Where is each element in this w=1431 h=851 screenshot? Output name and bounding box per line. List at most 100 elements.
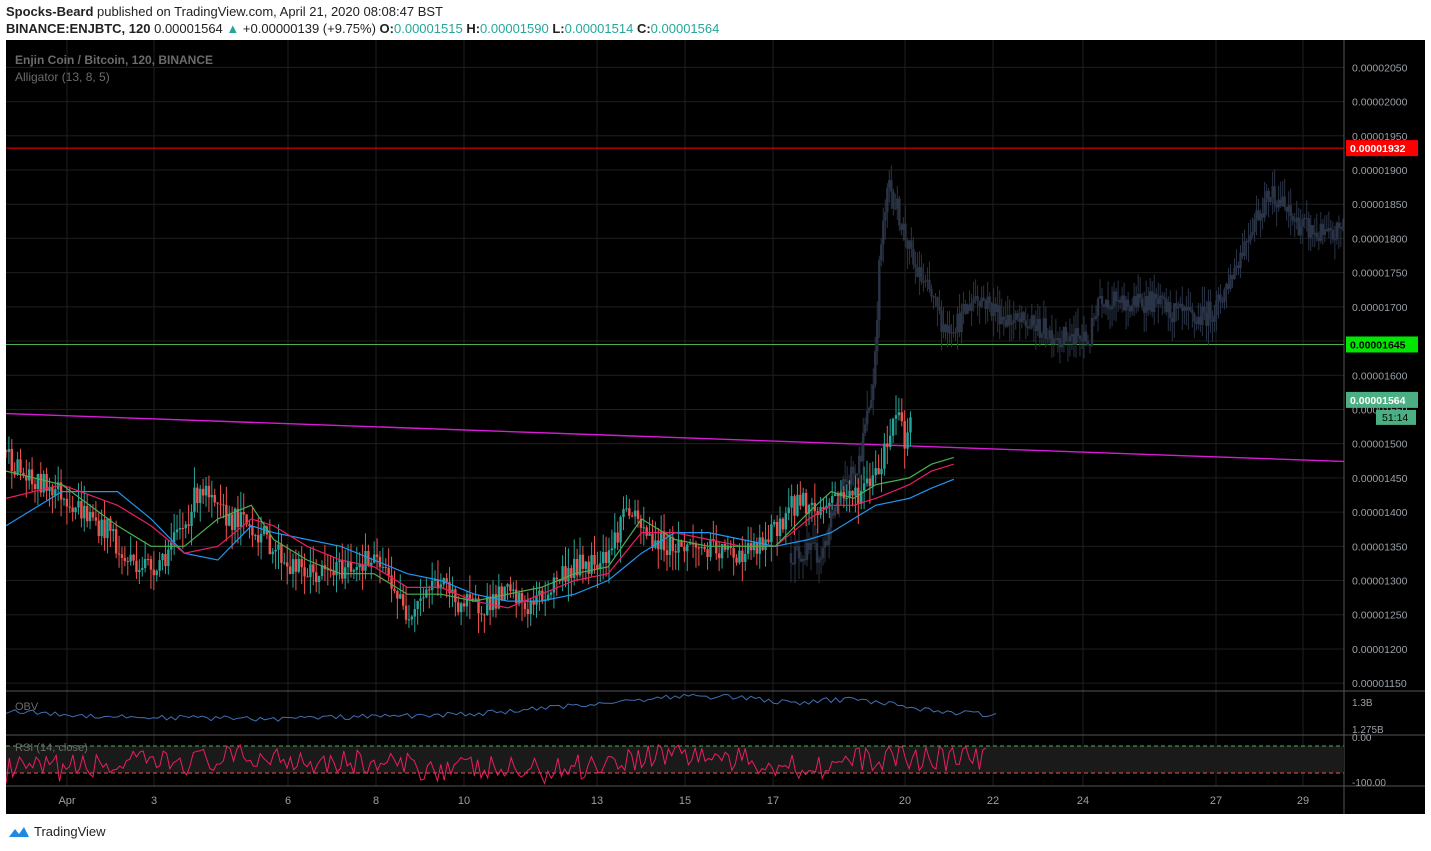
candle-body <box>878 260 881 320</box>
candle-body <box>393 588 396 591</box>
candle-body <box>257 535 260 543</box>
candle-body <box>845 480 849 482</box>
candle-body <box>1163 297 1166 300</box>
price-chart[interactable]: 0.00002050 0.00002000 0.00001950 0.00001900… <box>6 40 1425 814</box>
candle-body <box>694 543 698 548</box>
candle-body <box>291 559 295 574</box>
candle-body <box>164 554 167 567</box>
candle-body <box>268 534 272 555</box>
candle-body <box>520 593 524 603</box>
price-tick-label: 0.00001400 <box>1352 507 1408 519</box>
candle-body <box>835 502 839 507</box>
candle-body <box>193 487 196 512</box>
candle-body <box>880 244 883 261</box>
candle-body <box>738 550 741 563</box>
candle-body <box>1339 226 1343 229</box>
candle-body <box>1301 219 1304 227</box>
time-tick-label: 6 <box>285 795 291 807</box>
candle-body <box>828 502 831 506</box>
candle-body <box>196 487 199 504</box>
candle-body <box>1285 206 1288 212</box>
candle-body <box>178 528 182 530</box>
candle-body <box>1335 222 1339 240</box>
candle-body <box>1038 318 1042 338</box>
candle-body <box>27 469 31 481</box>
candle-body <box>228 514 231 526</box>
candle-body <box>1261 213 1264 218</box>
obv-tick-label: 1.3B <box>1352 698 1373 709</box>
candle-body <box>823 540 827 548</box>
candle-body <box>1151 291 1154 312</box>
candle-body <box>726 546 730 550</box>
candle-body <box>1157 298 1160 305</box>
candle-body <box>65 498 69 507</box>
candle-body <box>1293 220 1296 222</box>
candle-body <box>1052 338 1056 344</box>
trendline <box>6 412 1345 463</box>
candle-body <box>1128 306 1132 312</box>
candle-body <box>399 594 402 599</box>
candle-body <box>1295 217 1298 222</box>
price-tick-label: 0.00001350 <box>1352 541 1408 553</box>
candle-body <box>54 489 57 496</box>
candle-body <box>645 527 648 536</box>
author-name[interactable]: Spocks-Beard <box>6 4 94 19</box>
candle-body <box>233 508 237 530</box>
candle-body <box>628 508 631 516</box>
candle-body <box>922 281 925 283</box>
candle-body <box>413 609 416 617</box>
obv-tick-label: 1.275B <box>1352 725 1384 736</box>
candle-body <box>680 540 683 547</box>
candle-body <box>924 280 927 283</box>
candle-body <box>1044 318 1048 339</box>
time-tick-label: 27 <box>1210 795 1222 807</box>
candle-body <box>932 296 935 298</box>
candle-body <box>106 518 109 539</box>
candle-body <box>671 537 674 552</box>
time-tick-label: 3 <box>151 795 157 807</box>
candle-body <box>876 319 879 352</box>
time-tick-label: 8 <box>373 795 379 807</box>
candle-body <box>910 240 913 249</box>
price-tick-label: 0.00002000 <box>1352 97 1408 109</box>
candle-body <box>706 549 709 557</box>
candle-body <box>1265 190 1268 199</box>
candle-body <box>1028 327 1031 329</box>
candle-body <box>1116 299 1120 302</box>
candle-body <box>1231 274 1234 280</box>
candle-body <box>152 569 156 576</box>
candle-body <box>85 505 89 522</box>
candle-body <box>1215 299 1218 316</box>
candle-body <box>1325 229 1329 232</box>
candle-body <box>236 508 240 528</box>
candle-body <box>312 564 315 573</box>
candle-body <box>88 511 92 522</box>
candle-body <box>283 562 286 564</box>
candle-body <box>190 511 193 527</box>
brand-name[interactable]: TradingView <box>34 824 106 839</box>
candle-body <box>396 590 399 599</box>
candle-body <box>1191 309 1194 314</box>
candle-body <box>918 267 921 277</box>
candle-body <box>483 614 486 616</box>
footer: TradingView <box>8 824 106 839</box>
obv-label: OBV <box>15 701 39 713</box>
candle-body <box>474 598 477 601</box>
candle-body <box>1016 313 1019 319</box>
candle-body <box>982 297 985 301</box>
candle-body <box>428 589 431 591</box>
candle-body <box>1072 334 1076 345</box>
candle-body <box>274 549 277 552</box>
candle-body <box>872 384 875 401</box>
price-tick-label: 0.00001900 <box>1352 165 1408 177</box>
candle-body <box>773 521 776 525</box>
price-tick-label: 0.00001300 <box>1352 576 1408 588</box>
candle-body <box>517 593 521 604</box>
candle-body <box>294 559 298 572</box>
candle-body <box>1277 199 1280 208</box>
candle-body <box>898 198 901 226</box>
candle-body <box>375 554 379 557</box>
candle-body <box>829 511 833 528</box>
close-label: C: <box>636 21 651 36</box>
tradingview-logo-icon[interactable] <box>8 825 30 839</box>
